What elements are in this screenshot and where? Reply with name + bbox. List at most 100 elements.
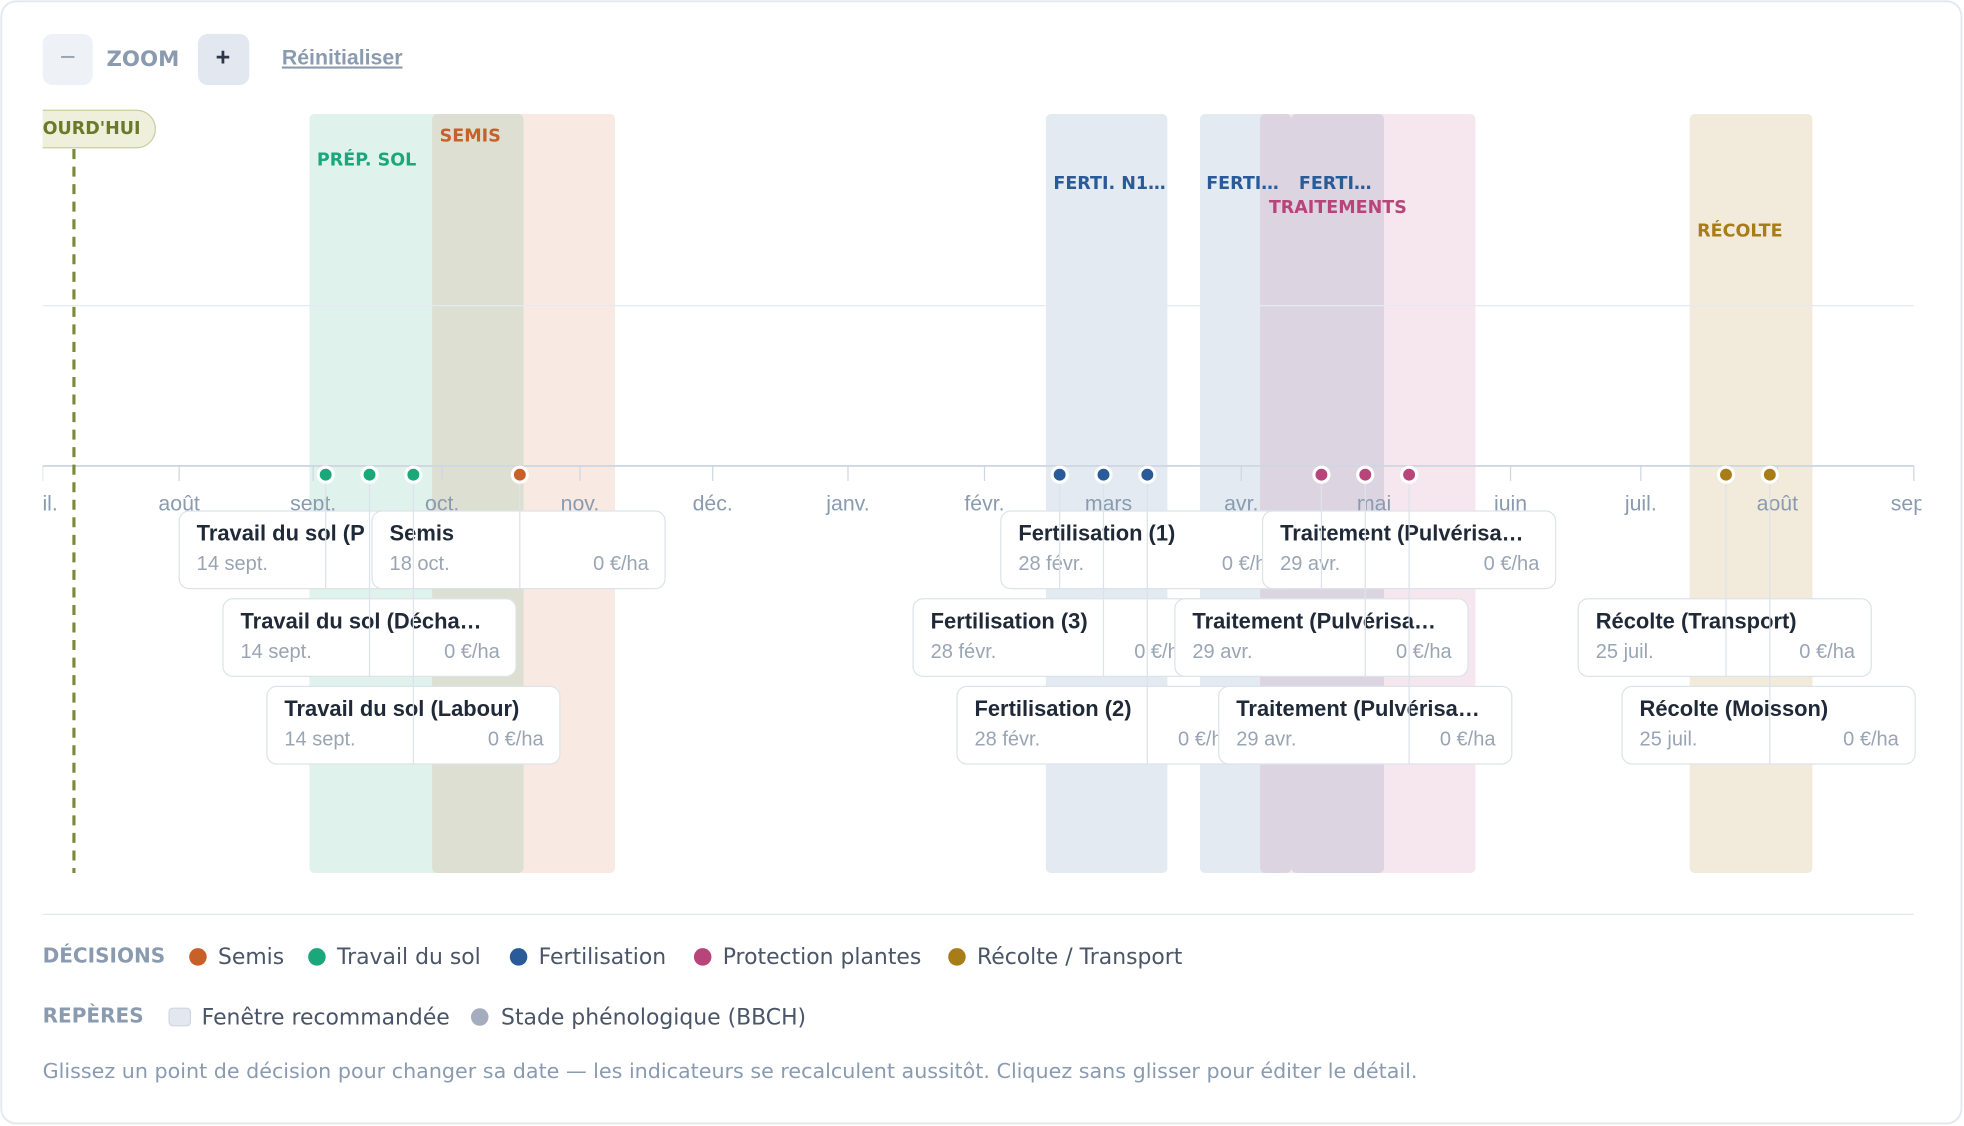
- card-date[interactable]: 28 févr.: [931, 641, 997, 663]
- decision-point[interactable]: [1138, 465, 1157, 484]
- today-label: OURD'HUI: [43, 119, 141, 139]
- card-date[interactable]: 18 oct.: [390, 553, 450, 575]
- recommended-window: [309, 113, 524, 873]
- month-label: août: [1757, 491, 1799, 515]
- decision-card[interactable]: Traitement (Pulvérisa… 29 avr. 0 €/ha: [1218, 685, 1513, 765]
- card-title[interactable]: Récolte (Moisson): [1640, 696, 1829, 721]
- card-title[interactable]: Traitement (Pulvérisa…: [1280, 521, 1524, 546]
- window-label: TRAITEMENTS: [1269, 198, 1407, 218]
- legend-label: Stade phénologique (BBCH): [501, 1005, 806, 1030]
- zoom-in-icon[interactable]: +: [216, 43, 231, 71]
- recommended-window: [1199, 113, 1292, 873]
- card-cost[interactable]: 0 €/ha: [1799, 641, 1856, 663]
- legend-dot: [693, 948, 712, 966]
- card-cost[interactable]: 0 €/ha: [1396, 641, 1453, 663]
- decision-point[interactable]: [1400, 465, 1419, 484]
- card-title[interactable]: Semis: [390, 521, 455, 546]
- card-date[interactable]: 14 sept.: [241, 641, 312, 663]
- card-title[interactable]: Travail du sol (Décha…: [241, 608, 482, 633]
- decision-card[interactable]: Fertilisation (2)28 févr. 0 €/ha: [956, 685, 1251, 765]
- card-cost[interactable]: 0 €/ha: [1484, 553, 1541, 575]
- card-cost[interactable]: 0 €/ha: [1843, 729, 1900, 751]
- card-bg[interactable]: [1621, 685, 1916, 765]
- card-date[interactable]: 29 avr.: [1192, 641, 1252, 663]
- decision-point[interactable]: [316, 465, 335, 484]
- today-pill: [42, 109, 156, 149]
- decision-card[interactable]: Récolte (Transport) 25 juil. 0 €/ha: [1577, 598, 1872, 677]
- legend-window-swatch: [168, 1007, 192, 1027]
- legend-label: Fertilisation: [539, 945, 667, 970]
- card-bg[interactable]: [371, 510, 666, 590]
- card-title[interactable]: Fertilisation (3): [931, 608, 1088, 633]
- decision-point[interactable]: [1760, 465, 1779, 484]
- legend-dot: [948, 948, 966, 966]
- card-date[interactable]: 14 sept.: [284, 729, 355, 751]
- card-date[interactable]: 29 avr.: [1280, 553, 1340, 575]
- decision-card[interactable]: Traitement (Pulvérisa… 29 avr. 0 €/ha: [1174, 598, 1469, 677]
- card-cost[interactable]: 0 €/ha: [488, 729, 545, 751]
- decision-point[interactable]: [1312, 465, 1331, 484]
- legend-label: Récolte / Transport: [977, 945, 1183, 970]
- legend-label: Travail du sol: [336, 945, 481, 970]
- card-date[interactable]: 25 juil.: [1640, 729, 1698, 751]
- legend-label: Protection plantes: [723, 945, 922, 970]
- reset-link[interactable]: Réinitialiser: [282, 45, 403, 69]
- legend-title: DÉCISIONS: [43, 943, 166, 967]
- card-date[interactable]: 14 sept.: [197, 553, 268, 575]
- card-date[interactable]: 29 avr.: [1236, 729, 1296, 751]
- month-label: juil.: [1624, 491, 1657, 515]
- decision-point[interactable]: [404, 465, 423, 484]
- month-label: il.: [42, 491, 57, 515]
- decision-card[interactable]: Récolte (Moisson) 25 juil. 0 €/ha: [1621, 685, 1916, 765]
- legend: DÉCISIONS Semis Travail du sol Fertilisatio…: [43, 943, 1183, 1030]
- decision-card[interactable]: Semis 18 oct. 0 €/ha: [371, 510, 666, 590]
- card-title[interactable]: Travail du sol (Labour): [284, 696, 519, 721]
- zoom-out-button[interactable]: [42, 33, 93, 86]
- card-bg[interactable]: [1218, 685, 1513, 765]
- card-title[interactable]: Traitement (Pulvérisa…: [1236, 696, 1480, 721]
- decision-point[interactable]: [1094, 465, 1113, 484]
- month-label: janv.: [825, 491, 869, 515]
- decision-point[interactable]: [510, 465, 529, 484]
- card-date[interactable]: 25 juil.: [1596, 641, 1654, 663]
- decision-point[interactable]: [1050, 465, 1069, 484]
- card-title[interactable]: Travail du sol (P: [197, 521, 365, 546]
- card-cost[interactable]: 0 €/ha: [593, 553, 650, 575]
- recommended-window: [1689, 113, 1813, 873]
- decision-point[interactable]: [1356, 465, 1375, 484]
- zoom-out-icon[interactable]: −: [60, 41, 76, 72]
- recommended-window: [1260, 113, 1476, 873]
- window-label: PRÉP. SOL: [317, 148, 416, 170]
- zoom-in-button[interactable]: [197, 33, 250, 86]
- card-title[interactable]: Récolte (Transport): [1596, 608, 1797, 633]
- card-date[interactable]: 28 févr.: [1018, 553, 1084, 575]
- legend-dot: [308, 948, 326, 966]
- plot: PRÉP. SOL SEMIS FERTI. N1… FERTI… FERTI… TRAI…: [42, 109, 1937, 873]
- window-label: FERTI…: [1299, 174, 1372, 194]
- recommended-window: [1291, 113, 1385, 873]
- decision-point[interactable]: [360, 465, 379, 484]
- window-label: RÉCOLTE: [1697, 220, 1782, 242]
- legend-dot: [509, 948, 528, 966]
- month-label: déc.: [693, 491, 733, 515]
- legend-dot: [189, 948, 207, 966]
- card-bg[interactable]: [1577, 598, 1872, 677]
- card-title[interactable]: Fertilisation (2): [974, 696, 1131, 721]
- card-title[interactable]: Traitement (Pulvérisa…: [1192, 608, 1436, 633]
- decision-point[interactable]: [1716, 465, 1736, 484]
- card-cost[interactable]: 0 €/ha: [1440, 729, 1497, 751]
- legend-label: Semis: [218, 945, 284, 970]
- card-cost[interactable]: 0 €/ha: [444, 641, 501, 663]
- card-bg[interactable]: [1174, 598, 1469, 677]
- zoom-label: ZOOM: [107, 47, 180, 72]
- card-date[interactable]: 28 févr.: [974, 729, 1040, 751]
- decision-card[interactable]: Fertilisation (3)28 févr. 0 €/ha: [912, 598, 1207, 677]
- legend-dot: [470, 1008, 489, 1026]
- month-label: sept.: [1891, 491, 1937, 515]
- window-label: FERTI…: [1206, 174, 1279, 194]
- card-title[interactable]: Fertilisation (1): [1018, 521, 1175, 546]
- month-label: févr.: [964, 491, 1004, 515]
